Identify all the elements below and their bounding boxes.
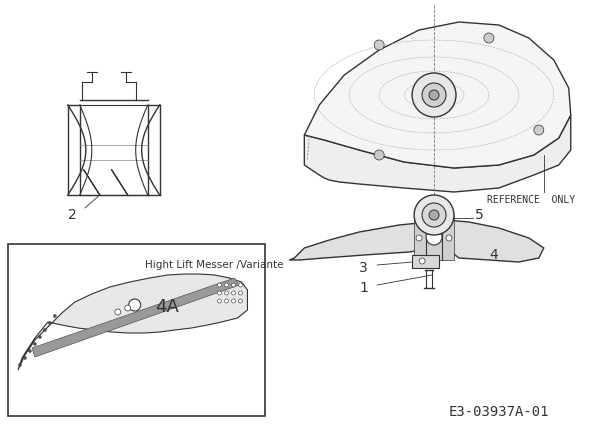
Polygon shape xyxy=(414,215,454,260)
Circle shape xyxy=(374,40,384,50)
Circle shape xyxy=(238,299,242,303)
Circle shape xyxy=(238,283,242,287)
Circle shape xyxy=(232,291,235,295)
Text: 4: 4 xyxy=(489,248,497,262)
Polygon shape xyxy=(304,115,571,192)
Polygon shape xyxy=(412,255,439,268)
Circle shape xyxy=(28,349,31,352)
Circle shape xyxy=(53,315,56,318)
Bar xyxy=(8,244,265,416)
Circle shape xyxy=(534,125,544,135)
Circle shape xyxy=(129,299,140,311)
Circle shape xyxy=(422,203,446,227)
Circle shape xyxy=(218,283,221,287)
Circle shape xyxy=(224,291,229,295)
Circle shape xyxy=(224,283,229,287)
Circle shape xyxy=(422,83,446,107)
Circle shape xyxy=(414,195,454,235)
Circle shape xyxy=(232,283,235,287)
Text: 5: 5 xyxy=(475,208,484,222)
Text: 4A: 4A xyxy=(155,298,179,316)
Text: Hight Lift Messer /Variante: Hight Lift Messer /Variante xyxy=(145,260,283,270)
Circle shape xyxy=(43,329,46,332)
Circle shape xyxy=(34,343,37,346)
Circle shape xyxy=(426,229,442,245)
Circle shape xyxy=(49,321,52,324)
Circle shape xyxy=(238,291,242,295)
Circle shape xyxy=(218,291,221,295)
Polygon shape xyxy=(304,22,571,168)
Circle shape xyxy=(19,363,22,366)
Circle shape xyxy=(446,235,452,241)
Text: E3-03937A-01: E3-03937A-01 xyxy=(449,405,550,419)
Circle shape xyxy=(115,309,121,315)
Circle shape xyxy=(484,33,494,43)
Circle shape xyxy=(38,335,41,338)
Circle shape xyxy=(125,305,131,311)
Text: 1: 1 xyxy=(359,281,368,295)
Polygon shape xyxy=(289,218,544,262)
Circle shape xyxy=(23,357,26,360)
Polygon shape xyxy=(18,274,247,370)
Circle shape xyxy=(416,235,422,241)
Text: REFERENCE  ONLY: REFERENCE ONLY xyxy=(487,195,575,205)
Circle shape xyxy=(374,150,384,160)
Circle shape xyxy=(429,210,439,220)
Circle shape xyxy=(218,299,221,303)
Circle shape xyxy=(412,73,456,117)
Circle shape xyxy=(232,299,235,303)
Circle shape xyxy=(419,258,425,264)
Circle shape xyxy=(224,299,229,303)
Polygon shape xyxy=(32,278,239,357)
Text: 2: 2 xyxy=(68,208,77,222)
Circle shape xyxy=(429,90,439,100)
Text: 3: 3 xyxy=(359,261,368,275)
